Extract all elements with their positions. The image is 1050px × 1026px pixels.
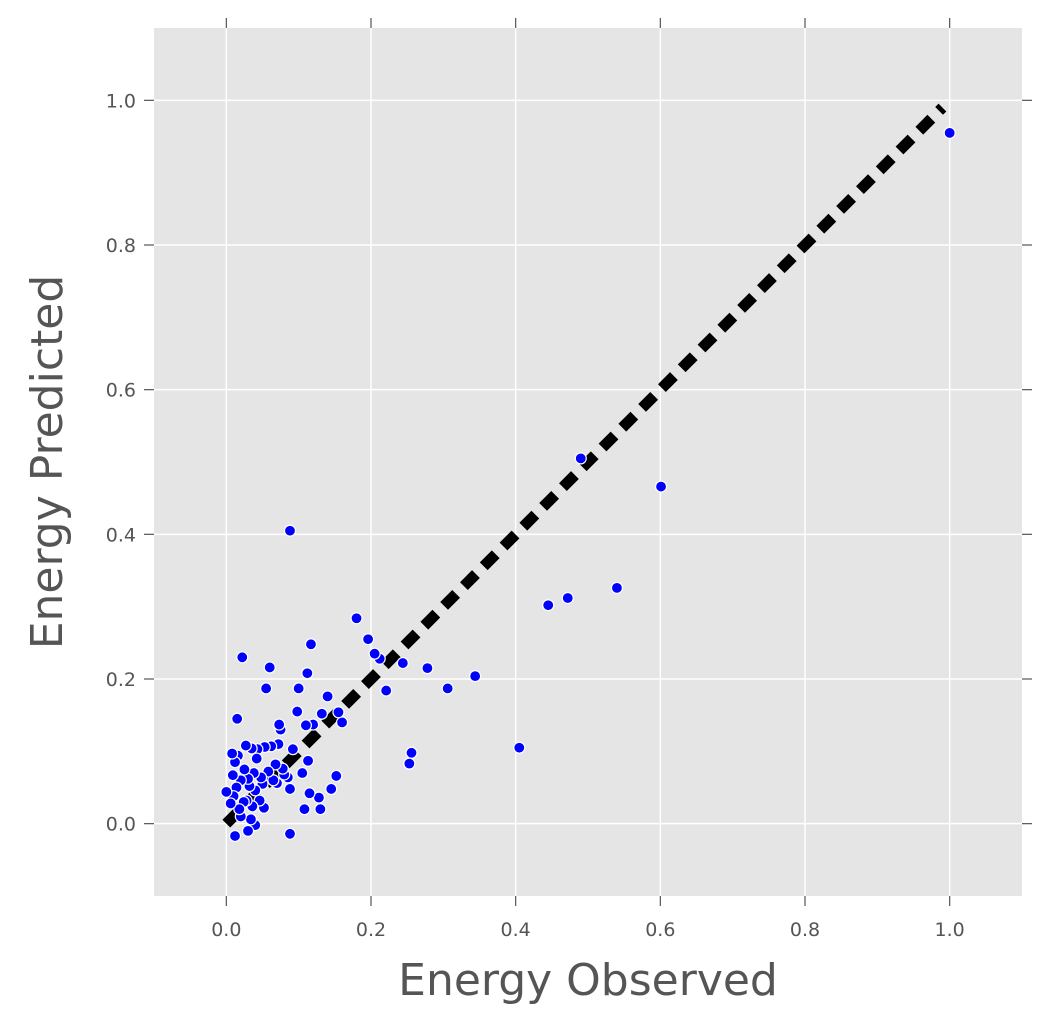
y-tick-label: 0.2 — [106, 669, 136, 691]
data-point — [574, 452, 587, 465]
data-point — [283, 782, 297, 796]
data-point — [321, 690, 334, 703]
data-point — [283, 524, 297, 537]
x-tick-label: 1.0 — [935, 919, 965, 941]
data-point — [304, 638, 318, 651]
data-point — [291, 705, 304, 718]
data-point — [273, 718, 286, 731]
x-tick-label: 0.6 — [645, 919, 675, 941]
x-tick-label: 0.0 — [211, 919, 241, 941]
x-tick-label: 0.8 — [790, 919, 820, 941]
x-tick-label: 0.2 — [356, 919, 386, 941]
data-point — [380, 684, 393, 697]
x-tick-label: 0.4 — [501, 919, 531, 941]
data-point — [513, 741, 526, 754]
data-point — [250, 752, 263, 765]
data-point — [303, 787, 316, 800]
data-point — [405, 746, 418, 759]
grid — [154, 28, 1022, 896]
data-point — [469, 670, 482, 683]
reference-line-path — [222, 103, 947, 828]
data-point — [315, 707, 328, 720]
x-axis-title: Energy Observed — [398, 955, 778, 1006]
data-point — [241, 824, 255, 838]
data-point — [292, 682, 305, 695]
data-point — [228, 829, 242, 843]
data-point — [226, 769, 239, 782]
data-point — [298, 803, 311, 816]
data-point — [561, 591, 574, 605]
y-tick-label: 0.8 — [106, 235, 136, 257]
data-points — [220, 126, 956, 843]
reference-line — [222, 103, 947, 828]
data-point — [220, 785, 233, 798]
data-point — [239, 739, 252, 752]
data-point — [610, 581, 624, 594]
y-tick-label: 0.4 — [106, 524, 136, 546]
data-point — [396, 656, 409, 670]
data-point — [421, 662, 434, 675]
y-tick-label: 0.6 — [106, 380, 136, 402]
data-point — [260, 682, 273, 695]
data-point — [325, 782, 338, 796]
data-point — [441, 682, 454, 695]
data-point — [332, 706, 345, 719]
data-point — [403, 757, 416, 770]
tick-marks — [144, 18, 1032, 906]
tick-labels: 0.0 0.2 0.4 0.6 0.8 1.0 0.0 0.2 0.4 0.6 0.8 1.0 — [106, 90, 965, 941]
y-axis-title: Energy Predicted — [22, 275, 73, 650]
data-point — [283, 827, 297, 840]
data-point — [314, 803, 327, 816]
data-point — [301, 667, 314, 680]
data-point — [238, 763, 251, 776]
data-point — [224, 797, 237, 810]
data-point — [236, 651, 249, 664]
data-point — [368, 647, 381, 660]
data-point — [231, 712, 244, 725]
data-point — [263, 661, 276, 674]
data-point — [335, 716, 349, 729]
data-point — [350, 612, 363, 625]
data-point — [233, 803, 246, 816]
data-point — [286, 743, 299, 756]
data-point — [269, 758, 282, 771]
data-point — [330, 769, 343, 783]
data-point — [244, 813, 258, 826]
y-tick-label: 1.0 — [106, 90, 136, 112]
data-point — [654, 480, 668, 493]
data-point — [542, 599, 555, 612]
data-point — [362, 633, 375, 646]
data-point — [296, 766, 309, 780]
y-tick-label: 0.0 — [106, 814, 136, 836]
data-point — [301, 754, 315, 767]
data-point — [943, 126, 956, 139]
data-point — [226, 747, 239, 760]
data-point — [299, 719, 312, 732]
